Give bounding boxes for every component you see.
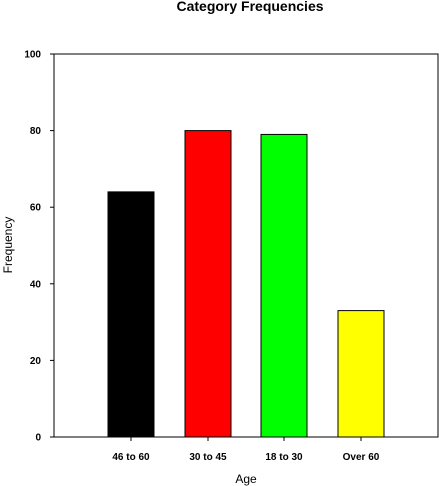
- y-tick-label: 40: [30, 279, 42, 290]
- x-tick-label: 30 to 45: [189, 452, 227, 463]
- y-tick-label: 0: [35, 433, 41, 444]
- x-tick-label: 18 to 30: [265, 452, 303, 463]
- y-tick-label: 80: [30, 126, 42, 137]
- chart-title: Category Frequencies: [176, 0, 323, 14]
- y-axis-label: Frequency: [1, 217, 15, 274]
- x-tick-label: Over 60: [343, 452, 380, 463]
- y-tick-label: 20: [30, 356, 42, 367]
- x-axis: 46 to 60 30 to 45 18 to 30 Over 60: [112, 437, 380, 463]
- x-axis-label: Age: [235, 472, 257, 486]
- bars-group: [107, 130, 385, 438]
- bar-over-60: [337, 310, 385, 438]
- bar-30-to-45: [184, 130, 232, 438]
- y-tick-label: 100: [24, 50, 41, 61]
- bar-18-to-30: [260, 133, 308, 438]
- y-axis: 0 20 40 60 80 100: [24, 50, 54, 444]
- x-tick-label: 46 to 60: [112, 452, 150, 463]
- plot-frame: [53, 53, 439, 438]
- bar-46-to-60: [107, 191, 155, 438]
- y-tick-label: 60: [30, 203, 42, 214]
